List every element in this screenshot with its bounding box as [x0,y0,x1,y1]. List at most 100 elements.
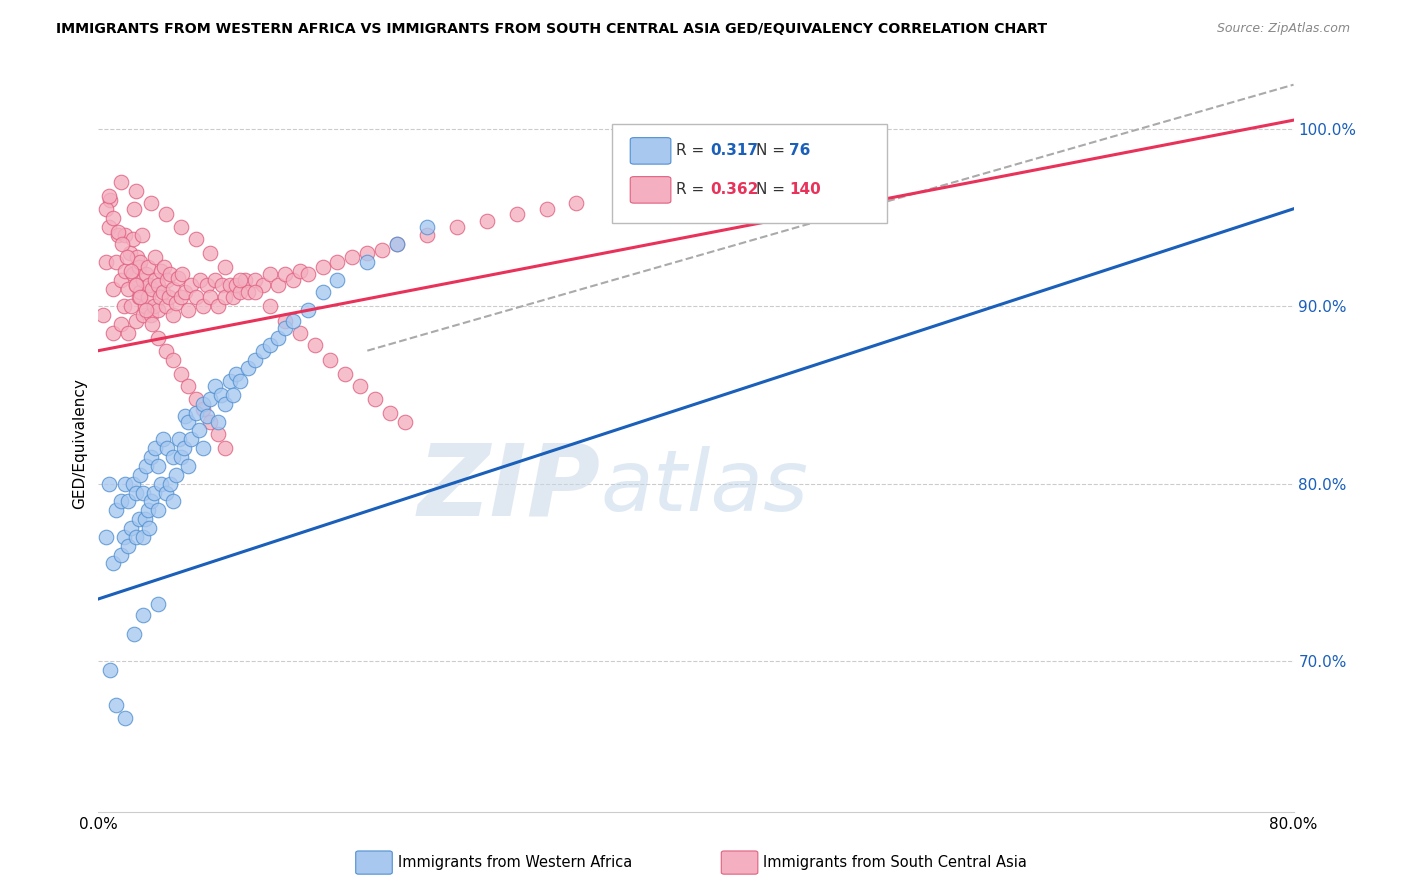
Point [125,313,148,327]
Point [162,308,184,322]
Point [105,255,128,269]
Point [319,352,342,367]
Point [219,278,242,293]
Point [207,427,229,442]
FancyBboxPatch shape [630,137,671,164]
Point [120,521,142,535]
Point [148,597,170,611]
Point [274,313,297,327]
Point [141,317,163,331]
FancyBboxPatch shape [630,177,671,203]
Point [245,273,267,287]
Point [326,255,349,269]
Point [112,530,135,544]
Point [169,367,191,381]
Text: ZIP: ZIP [418,440,600,536]
Point [297,268,319,282]
Point [281,313,304,327]
Point [143,273,166,287]
Point [139,450,162,464]
Point [219,374,242,388]
Point [112,299,135,313]
Point [139,494,162,508]
Point [132,308,155,322]
Point [143,441,166,455]
Point [311,285,333,300]
Point [139,308,162,322]
Point [245,352,267,367]
Point [156,273,179,287]
Point [131,228,153,243]
Point [132,273,155,287]
Text: Immigrants from South Central Asia: Immigrants from South Central Asia [763,855,1028,870]
Point [204,273,226,287]
Point [94,255,117,269]
Point [184,406,207,420]
Point [150,264,173,278]
Point [121,268,143,282]
Point [759,166,782,180]
Point [173,441,195,455]
Point [385,237,409,252]
Point [114,476,136,491]
Point [281,273,304,287]
Point [114,711,136,725]
Point [107,228,129,243]
Point [136,260,159,275]
Point [150,476,173,491]
Point [259,338,281,352]
Point [110,317,132,331]
Point [94,530,117,544]
Point [378,406,401,420]
Point [506,207,529,221]
Point [155,299,177,313]
Point [565,196,588,211]
Point [536,202,558,216]
Point [714,175,737,189]
Point [107,225,129,239]
Point [143,250,166,264]
Point [655,184,678,198]
Point [416,219,439,234]
Point [233,273,256,287]
Point [129,290,152,304]
Point [191,402,214,417]
Point [103,557,125,571]
Point [364,392,387,406]
Point [225,278,247,293]
Point [156,441,179,455]
Point [162,450,184,464]
Point [103,211,125,225]
Point [148,503,170,517]
Point [94,202,117,216]
Point [214,397,236,411]
Point [333,367,356,381]
Point [685,178,707,193]
Point [326,273,349,287]
Point [142,299,165,313]
Point [177,379,200,393]
Text: N =: N = [756,143,790,158]
Point [157,290,180,304]
Point [148,302,170,317]
Point [115,250,138,264]
Point [236,285,259,300]
Point [136,503,159,517]
Point [138,278,160,293]
Point [446,219,468,234]
Point [274,320,297,334]
Point [197,278,219,293]
Point [394,415,416,429]
Point [162,282,184,296]
Point [245,285,267,300]
Point [211,278,233,293]
Point [229,285,252,300]
Point [169,219,191,234]
Point [127,250,149,264]
Point [184,232,207,246]
Point [103,326,125,340]
Point [135,302,157,317]
Point [117,282,139,296]
Point [110,273,132,287]
Point [117,494,139,508]
